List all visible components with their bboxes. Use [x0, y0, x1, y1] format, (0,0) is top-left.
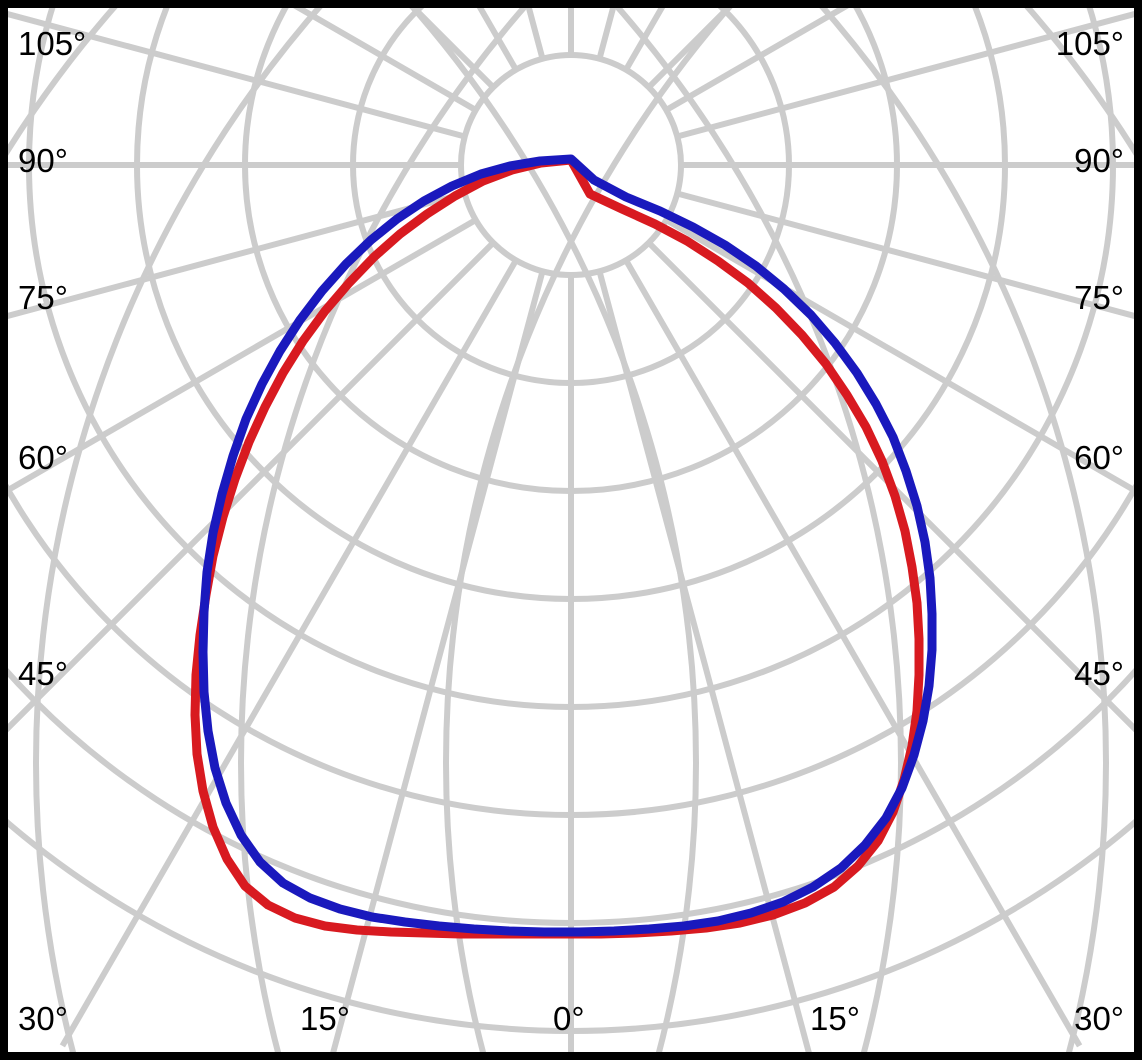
grid-spoke-165: [596, 270, 814, 1060]
axis-label-left-75: 75°: [18, 279, 68, 316]
grid-meridian-m3: [811, 0, 1109, 1060]
grid-spoke-150: [623, 258, 1083, 1048]
grid-spoke-300: [279, 0, 478, 113]
grid-spoke-75: [676, 8, 1142, 140]
axis-label-right-75: 75°: [1074, 279, 1124, 316]
axis-label-right-105: 105°: [1055, 25, 1124, 62]
grid-meridian-m4: [606, 0, 904, 1060]
distribution-curves: [190, 154, 937, 939]
grid-meridian-p4: [238, 0, 536, 1060]
grid-meridian-p3: [33, 0, 331, 1060]
axis-label-bottom-0: 0°: [553, 1000, 585, 1037]
axis-label-left-60: 60°: [18, 439, 68, 476]
axis-label-right-90: 90°: [1074, 142, 1124, 179]
grid-spoke-210: [59, 258, 519, 1048]
grid-meridian-p5: [443, 0, 741, 1060]
axis-label-left-90: 90°: [18, 142, 68, 179]
grid-spoke-225: [0, 240, 496, 741]
axis-label-left-105: 105°: [18, 25, 87, 62]
axis-label-bottom-15-right: 15°: [810, 1000, 860, 1037]
axis-label-right-60: 60°: [1074, 439, 1124, 476]
axis-label-bottom-15-left: 15°: [300, 1000, 350, 1037]
grid-spoke-195: [328, 270, 546, 1060]
curve-series-1: [198, 154, 937, 937]
grid-meridian-m5: [401, 0, 699, 1060]
grid-spoke-285: [0, 8, 466, 140]
grid-spoke-105: [676, 190, 1142, 322]
grid-spoke-135: [646, 240, 1142, 741]
axis-label-left-30: 30°: [18, 1000, 68, 1037]
grid-spoke-255: [0, 190, 466, 322]
grid-spoke-60: [664, 0, 863, 113]
axis-label-left-45: 45°: [18, 655, 68, 692]
axis-label-right-30: 30°: [1074, 1000, 1124, 1037]
axis-label-right-45: 45°: [1074, 655, 1124, 692]
